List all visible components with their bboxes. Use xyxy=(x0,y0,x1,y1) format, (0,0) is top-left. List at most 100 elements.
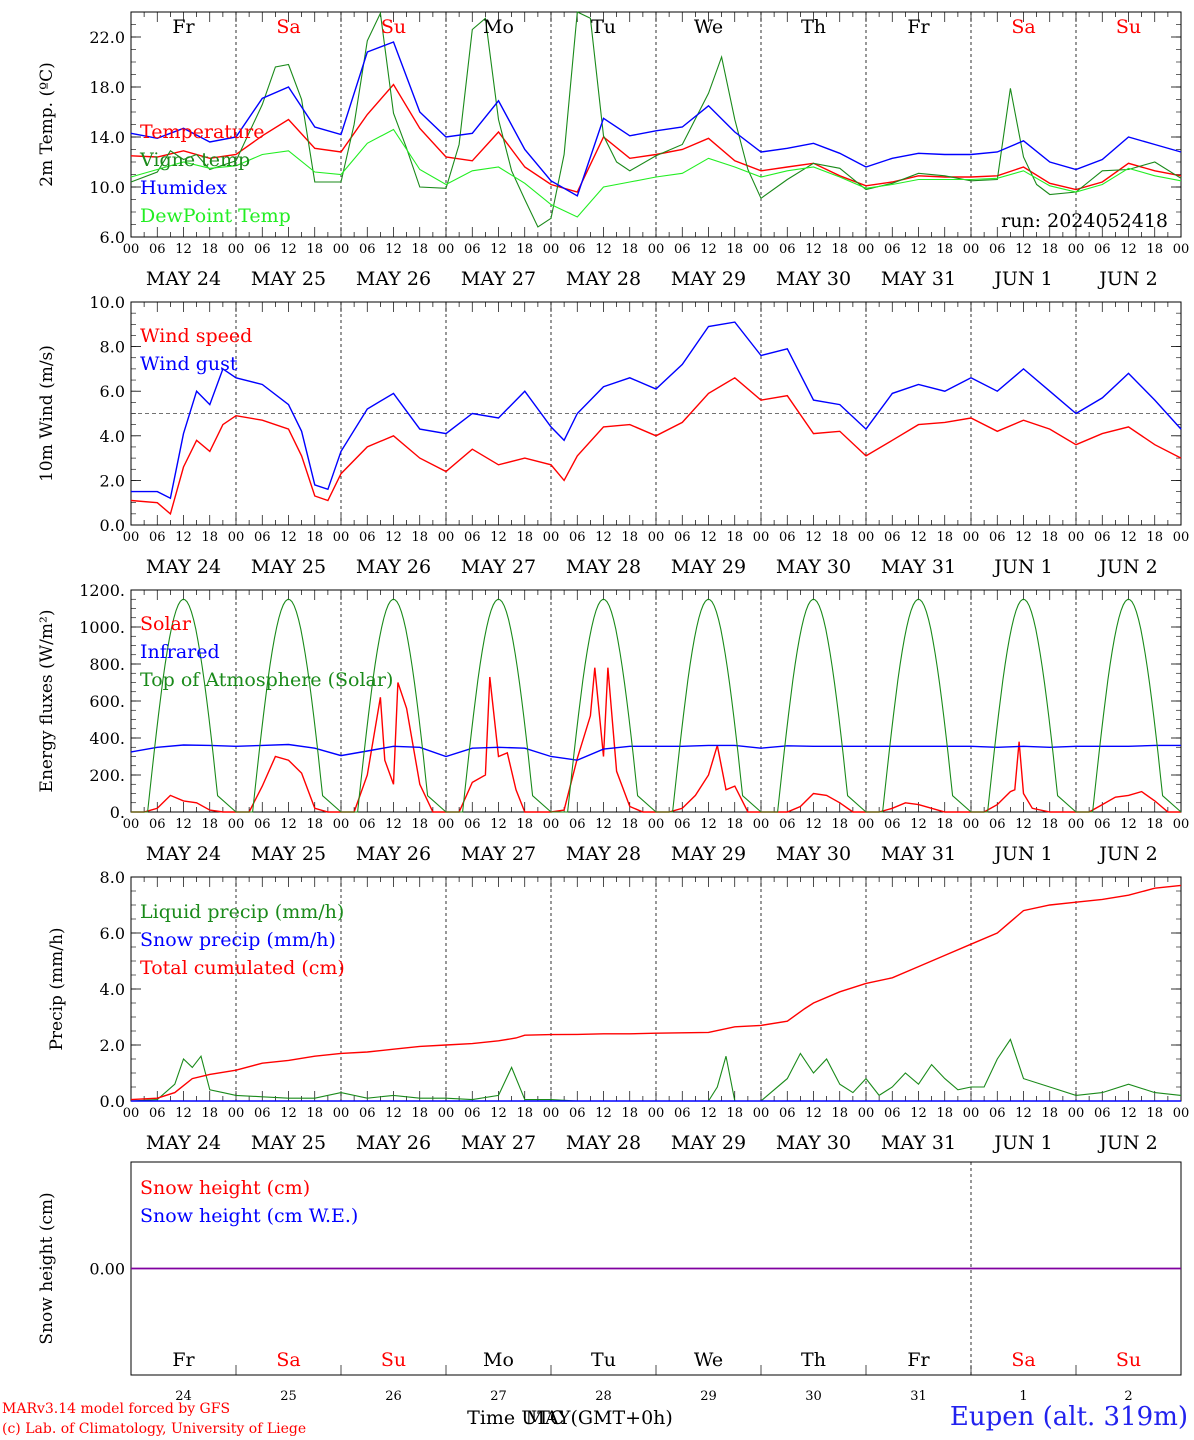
hour-tick-label: 00 xyxy=(753,1106,770,1121)
legend-snow-height-cm-w-e-: Snow height (cm W.E.) xyxy=(140,1205,358,1227)
y-tick-label: 8.0 xyxy=(100,868,125,887)
date-label: MAY 27 xyxy=(461,556,536,578)
date-label: MAY 25 xyxy=(251,843,326,865)
hour-tick-label: 12 xyxy=(1120,242,1137,257)
hour-tick-label: 18 xyxy=(1041,817,1058,832)
series-line-temperature xyxy=(130,83,1182,193)
hour-tick-label: 00 xyxy=(1173,1106,1190,1121)
hour-tick-label: 06 xyxy=(884,1106,901,1121)
date-label: MAY 31 xyxy=(881,843,956,865)
y-axis-label: 10m Wind (m/s) xyxy=(37,345,57,482)
hour-tick-label: 12 xyxy=(175,817,192,832)
hour-tick-label: 12 xyxy=(1015,817,1032,832)
day-number-label: 25 xyxy=(280,1389,297,1404)
hour-tick-label: 06 xyxy=(674,817,691,832)
hour-tick-label: 18 xyxy=(516,530,533,545)
date-label: MAY 27 xyxy=(461,1132,536,1154)
hour-tick-label: 06 xyxy=(569,1106,586,1121)
date-label: JUN 1 xyxy=(992,843,1052,865)
date-label: MAY 28 xyxy=(566,556,641,578)
day-number-label: 30 xyxy=(805,1389,822,1404)
hour-tick-label: 12 xyxy=(490,242,507,257)
date-label: MAY 24 xyxy=(146,556,221,578)
legend-snow-precip-mm-h-: Snow precip (mm/h) xyxy=(140,929,336,951)
date-label: MAY 29 xyxy=(671,556,746,578)
hour-tick-label: 06 xyxy=(779,242,796,257)
y-axis-label: 2m Temp. (ºC) xyxy=(37,62,57,187)
date-label: MAY 24 xyxy=(146,268,221,290)
hour-tick-label: 12 xyxy=(595,1106,612,1121)
hour-tick-label: 12 xyxy=(910,530,927,545)
date-label: MAY 30 xyxy=(776,843,851,865)
hour-tick-label: 00 xyxy=(333,530,350,545)
hour-tick-label: 06 xyxy=(254,817,271,832)
y-tick-label: 0.0 xyxy=(100,516,125,535)
hour-tick-label: 18 xyxy=(1041,530,1058,545)
legend-snow-height-cm-: Snow height (cm) xyxy=(140,1177,310,1199)
legend-dewpoint-temp: DewPoint Temp xyxy=(140,205,291,227)
hour-tick-label: 12 xyxy=(280,1106,297,1121)
hour-tick-label: 06 xyxy=(569,242,586,257)
y-tick-label: 800. xyxy=(89,655,125,674)
hour-tick-label: 12 xyxy=(1120,530,1137,545)
day-number-label: 29 xyxy=(700,1389,717,1404)
legend-liquid-precip-mm-h-: Liquid precip (mm/h) xyxy=(140,901,344,923)
hour-tick-label: 12 xyxy=(175,530,192,545)
weekday-label: Tu xyxy=(591,1349,616,1371)
y-tick-label: 0.0 xyxy=(100,1092,125,1111)
hour-tick-label: 18 xyxy=(201,1106,218,1121)
y-tick-label: 10.0 xyxy=(89,293,125,312)
y-tick-label: 6.0 xyxy=(100,382,125,401)
weekday-label: Sa xyxy=(1011,16,1035,38)
hour-tick-label: 00 xyxy=(648,1106,665,1121)
weekday-label: Fr xyxy=(907,1349,930,1371)
weekday-label: Fr xyxy=(172,1349,195,1371)
hour-tick-label: 00 xyxy=(1173,242,1190,257)
hour-tick-label: 00 xyxy=(648,242,665,257)
weekday-label: Th xyxy=(801,16,826,38)
day-number-label: 31 xyxy=(910,1389,927,1404)
hour-tick-label: 00 xyxy=(963,530,980,545)
y-tick-label: 22.0 xyxy=(89,28,125,47)
hour-tick-label: 18 xyxy=(411,242,428,257)
hour-tick-label: 00 xyxy=(963,242,980,257)
y-tick-label: 600. xyxy=(89,692,125,711)
weekday-label: Su xyxy=(381,1349,406,1371)
day-number-label: 24 xyxy=(175,1389,192,1404)
hour-tick-label: 00 xyxy=(1068,1106,1085,1121)
date-label: MAY 26 xyxy=(356,556,431,578)
panel-1 xyxy=(130,11,1182,238)
station-label: Eupen (alt. 319m) xyxy=(949,1402,1188,1432)
legend-vigne-temp: Vigne temp xyxy=(139,149,250,171)
hour-tick-label: 18 xyxy=(621,1106,638,1121)
hour-tick-label: 18 xyxy=(516,1106,533,1121)
hour-tick-label: 06 xyxy=(1094,817,1111,832)
panel-2 xyxy=(130,301,1182,526)
series-line-wind-speed xyxy=(130,376,1182,516)
date-label: MAY 30 xyxy=(776,1132,851,1154)
hour-tick-label: 18 xyxy=(936,1106,953,1121)
weekday-label: We xyxy=(694,1349,723,1371)
date-label: MAY 26 xyxy=(356,268,431,290)
hour-tick-label: 18 xyxy=(1146,1106,1163,1121)
hour-tick-label: 06 xyxy=(359,817,376,832)
hour-tick-label: 06 xyxy=(989,530,1006,545)
y-axis-label: Snow height (cm) xyxy=(37,1192,57,1344)
series-line-dewpoint-temp xyxy=(130,128,1182,218)
y-tick-label: 0.00 xyxy=(89,1260,125,1279)
hour-tick-label: 06 xyxy=(989,817,1006,832)
hour-tick-label: 12 xyxy=(910,242,927,257)
weekday-label: Mo xyxy=(483,16,514,38)
hour-tick-label: 06 xyxy=(359,1106,376,1121)
hour-tick-label: 00 xyxy=(438,530,455,545)
hour-tick-label: 06 xyxy=(779,817,796,832)
hour-tick-label: 06 xyxy=(1094,530,1111,545)
series-line-infrared xyxy=(130,743,1181,761)
hour-tick-label: 18 xyxy=(1146,530,1163,545)
hour-tick-label: 18 xyxy=(201,242,218,257)
hour-tick-label: 00 xyxy=(753,530,770,545)
date-label: MAY 26 xyxy=(356,1132,431,1154)
hour-tick-label: 06 xyxy=(1094,242,1111,257)
hour-tick-label: 12 xyxy=(490,530,507,545)
